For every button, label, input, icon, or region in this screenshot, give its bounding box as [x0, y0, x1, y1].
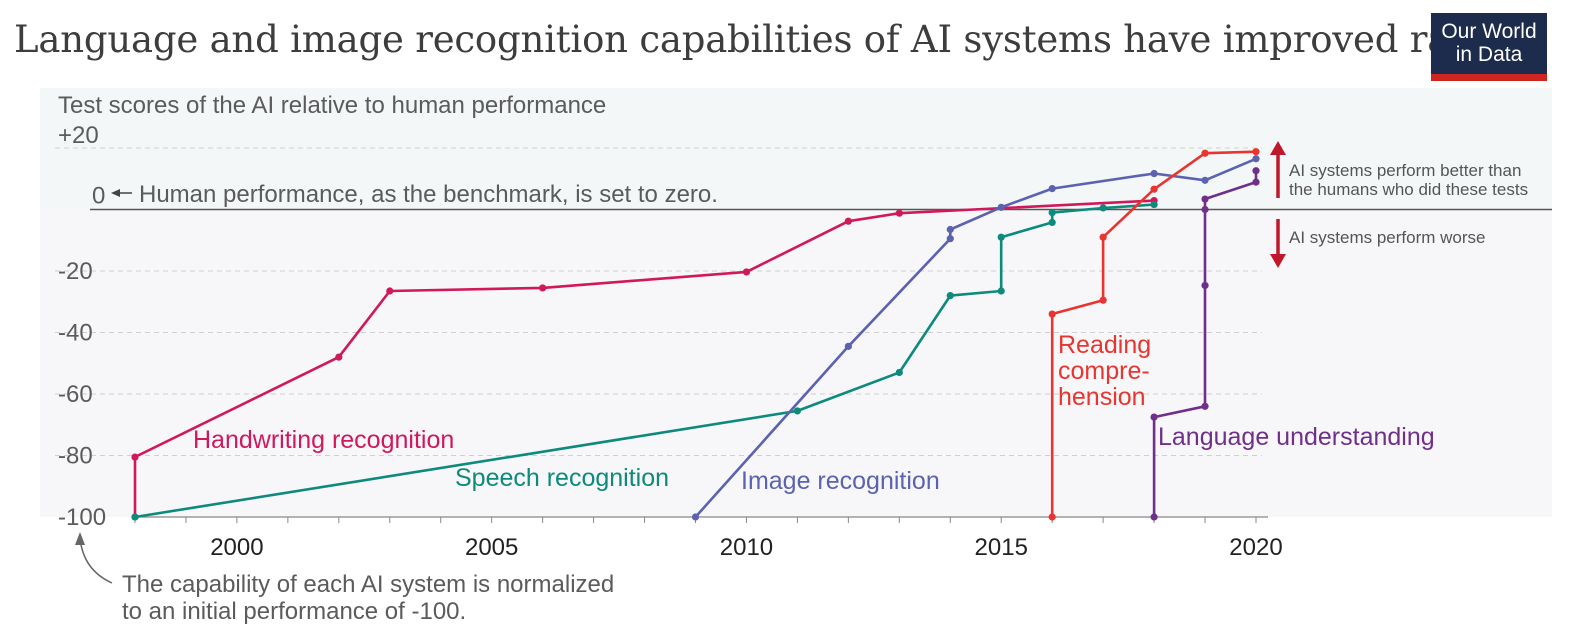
x-tick-label: 2020	[1229, 534, 1282, 561]
data-point	[946, 225, 954, 234]
data-point	[1099, 296, 1107, 304]
data-point	[1150, 169, 1158, 178]
logo-line-1: Our World	[1441, 20, 1537, 43]
chart-title: Language and image recognition capabilit…	[14, 18, 1541, 61]
logo-line-2: in Data	[1455, 43, 1523, 66]
series-label: hension	[1058, 383, 1146, 411]
data-point	[386, 287, 394, 295]
series-label: Image recognition	[741, 467, 940, 495]
data-point	[1150, 413, 1158, 421]
worse-annotation: AI systems perform worse	[1289, 228, 1486, 247]
series-line	[1152, 170, 1258, 517]
data-point	[997, 233, 1005, 241]
data-point	[1201, 176, 1209, 184]
data-point	[1201, 281, 1209, 290]
data-point	[793, 407, 802, 415]
gridlines	[55, 147, 1552, 456]
y-tick-label: -60	[58, 381, 93, 408]
y-tick-label: -100	[58, 504, 106, 531]
data-point	[1048, 184, 1056, 193]
baseline-note-arrow-head	[75, 532, 85, 545]
data-point	[1150, 185, 1158, 193]
data-point	[946, 292, 954, 300]
logo-accent-bar	[1431, 74, 1547, 81]
data-point	[1099, 233, 1107, 241]
x-axis: 2000 2005 2010 2015 2020	[134, 516, 1283, 561]
x-tick-label: 2000	[210, 534, 263, 561]
y-tick-label: -20	[58, 258, 93, 285]
data-point	[1201, 195, 1209, 203]
data-point	[1150, 513, 1158, 521]
y-tick-label: -40	[58, 320, 93, 347]
x-tick-label: 2010	[720, 534, 773, 561]
series-label: Speech recognition	[455, 464, 669, 492]
data-point	[997, 287, 1005, 295]
data-point	[1252, 167, 1260, 175]
data-point	[844, 342, 852, 350]
better-arrow-head	[1270, 141, 1286, 155]
better-annotation-line-2: the humans who did these tests	[1289, 180, 1528, 199]
data-point	[335, 353, 343, 361]
x-tick-label: 2015	[975, 534, 1028, 561]
data-point	[1048, 218, 1056, 227]
data-point	[1252, 155, 1260, 163]
series-line	[134, 203, 1155, 519]
series-label: Language understanding	[1158, 423, 1435, 451]
baseline-note-line-2: to an initial performance of -100.	[122, 598, 466, 625]
data-point	[1201, 149, 1209, 157]
owid-logo[interactable]: Our World in Data	[1431, 13, 1547, 81]
data-point	[1150, 200, 1158, 209]
y-axis-title: Test scores of the AI relative to human …	[58, 92, 606, 119]
zero-line-annotation: Human performance, as the benchmark, is …	[139, 181, 718, 208]
worse-arrow-head	[1270, 254, 1286, 268]
data-point	[1099, 204, 1107, 212]
data-point	[742, 268, 751, 276]
data-point	[895, 209, 903, 217]
y-tick-label: -80	[58, 443, 93, 470]
data-point	[131, 453, 139, 461]
data-point	[539, 284, 547, 292]
data-point	[1201, 205, 1209, 214]
data-point	[1252, 178, 1260, 186]
data-point	[997, 203, 1005, 211]
data-point	[1048, 310, 1056, 318]
series-label: Reading	[1058, 331, 1151, 359]
series-label: compre-	[1058, 357, 1150, 385]
zero-arrow-head	[111, 189, 120, 197]
below-zero-background	[40, 209, 1552, 517]
data-point	[691, 513, 700, 521]
series-label: Handwriting recognition	[193, 426, 454, 454]
x-tick-label: 2005	[465, 534, 518, 561]
data-point	[1201, 402, 1209, 410]
data-point	[1048, 513, 1056, 521]
y-axis-ticks: +20 0 -20 -40 -60 -80 -100	[58, 122, 106, 531]
y-tick-label: +20	[58, 122, 99, 149]
data-point	[1252, 148, 1260, 156]
data-point	[131, 513, 139, 521]
data-point	[946, 235, 954, 243]
data-point	[1048, 208, 1056, 217]
y-tick-label: 0	[92, 183, 105, 210]
baseline-note-line-1: The capability of each AI system is norm…	[122, 571, 614, 598]
better-annotation-line-1: AI systems perform better than	[1289, 161, 1521, 180]
data-point	[844, 217, 852, 225]
data-point	[895, 368, 903, 377]
